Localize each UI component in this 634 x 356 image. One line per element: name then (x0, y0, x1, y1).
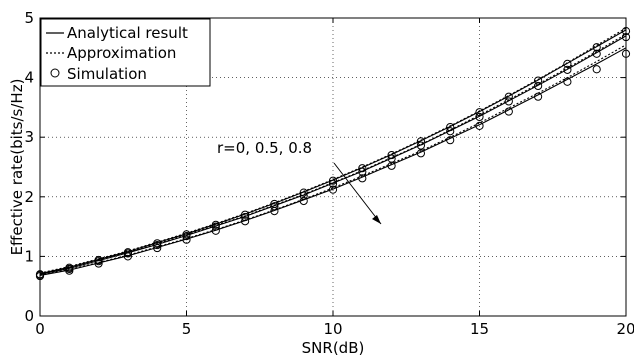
simulation-point (299, 191, 308, 200)
simulation-point (211, 226, 220, 235)
approximation-line-series-2 (39, 44, 627, 276)
simulation-point (94, 257, 103, 266)
simulation-point (416, 149, 425, 158)
grid-lines (40, 18, 626, 316)
simulation-point (328, 179, 338, 188)
simulation-point (123, 252, 133, 261)
simulation-point (270, 207, 279, 216)
annotation-arrow (333, 162, 382, 225)
simulation-point (563, 77, 572, 86)
simulation-point (475, 121, 484, 130)
simulation-point (299, 188, 308, 197)
x-tick-label: 10 (323, 320, 342, 338)
legend-label-simulation: Simulation (67, 65, 147, 83)
x-axis-label: SNR(dB) (302, 339, 365, 356)
simulation-point (504, 107, 513, 116)
simulation-point (504, 97, 513, 106)
simulation-point (534, 76, 543, 85)
simulation-point (182, 235, 191, 244)
simulation-point (416, 141, 425, 150)
simulation-point (241, 217, 250, 226)
legend-label-approximation: Approximation (67, 44, 176, 62)
legend-label-analytical: Analytical result (67, 24, 188, 42)
approximation-line-series-0 (39, 27, 627, 274)
analytical-line-series-2 (39, 47, 627, 277)
simulation-point (182, 232, 191, 241)
simulation-point (123, 249, 133, 258)
simulation-point (328, 185, 338, 194)
simulation-point (153, 243, 162, 253)
simulation-point (592, 49, 601, 58)
y-tick-label: 5 (24, 9, 34, 27)
annotation-arrowhead (372, 215, 381, 224)
y-tick-label: 1 (24, 247, 34, 265)
legend: Analytical result Approximation Simulati… (40, 18, 211, 87)
y-axis-label: Effective rate(bits/s/Hz) (8, 79, 26, 256)
simulation-point (299, 196, 308, 206)
x-tick-label: 20 (616, 320, 634, 338)
x-tick-label: 15 (470, 320, 489, 338)
simulation-point (592, 43, 601, 52)
legend-box (40, 18, 211, 87)
x-tick-label: 0 (35, 320, 45, 338)
axis-ticks: 0 5 10 15 20 0 1 2 3 4 5 (24, 9, 634, 338)
simulation-point (475, 112, 484, 122)
series-group (35, 27, 631, 281)
legend-circle-marker (50, 68, 60, 78)
approximation-line-series-1 (39, 33, 627, 275)
simulation-point (534, 81, 543, 91)
simulation-point (358, 174, 367, 183)
simulation-point (534, 92, 543, 101)
simulation-point (65, 266, 74, 275)
simulation-point (563, 65, 572, 74)
simulation-point (387, 161, 396, 170)
annotation-group: r=0, 0.5, 0.8 (217, 139, 382, 225)
annotation-label: r=0, 0.5, 0.8 (217, 139, 312, 157)
x-tick-label: 5 (182, 320, 192, 338)
simulation-point (153, 240, 162, 250)
simulation-point (592, 65, 601, 74)
y-tick-label: 4 (24, 69, 34, 87)
simulation-point (446, 136, 455, 145)
simulation-point (94, 259, 103, 268)
y-tick-label: 0 (24, 307, 34, 325)
analytical-line-series-1 (39, 35, 627, 275)
y-tick-label: 2 (24, 188, 34, 206)
y-tick-label: 3 (24, 128, 34, 146)
simulation-point (328, 176, 338, 185)
simulation-point (446, 127, 455, 136)
